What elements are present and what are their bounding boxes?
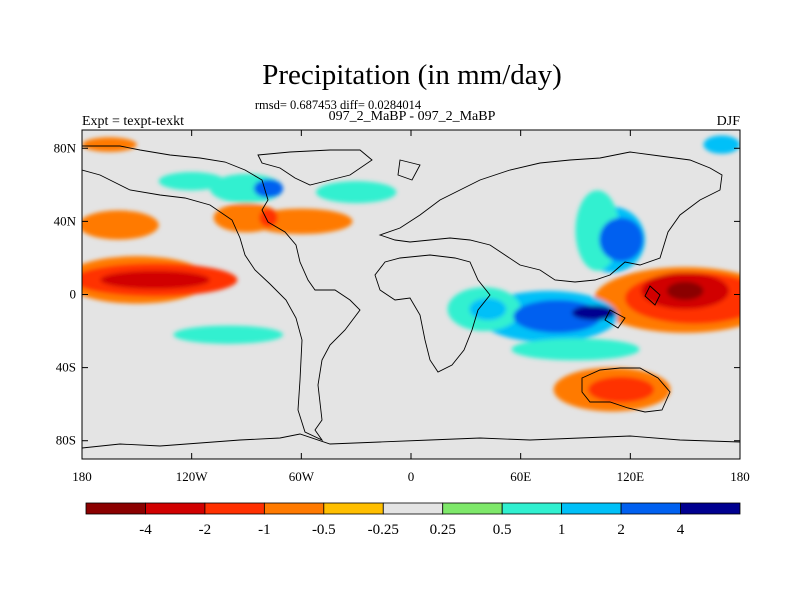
x-tick-label: 60E — [510, 469, 531, 484]
y-tick-label: 40N — [54, 213, 77, 228]
x-tick-label: 120E — [617, 469, 645, 484]
colorbar-swatch — [323, 502, 384, 515]
x-tick-label: 180 — [72, 469, 92, 484]
anomaly-region — [82, 210, 159, 240]
colorbar-swatch — [204, 502, 265, 515]
colorbar-label: -2 — [199, 522, 212, 538]
season-label: DJF — [717, 114, 741, 129]
stats-line: rmsd= 0.687453 diff= 0.0284014 — [255, 98, 422, 112]
colorbar-swatch — [561, 502, 622, 515]
anomaly-regions — [82, 135, 740, 412]
anomaly-region — [253, 179, 284, 198]
colorbar-label: 4 — [677, 522, 685, 538]
anomaly-region — [100, 270, 210, 290]
anomaly-region — [82, 137, 137, 152]
colorbar-label: -0.25 — [368, 522, 399, 538]
colorbar-swatch — [145, 502, 206, 515]
colorbar-swatch — [442, 502, 503, 515]
figure-title: Precipitation (in mm/day) — [262, 59, 562, 91]
x-tick-label: 180 — [730, 469, 750, 484]
colorbar-swatch — [382, 502, 444, 515]
x-tick-label: 0 — [408, 469, 415, 484]
colorbar-swatch — [501, 502, 563, 515]
y-tick-label: 80N — [54, 140, 77, 155]
latitude-axis: 80N 40N 0 40S 80S — [54, 140, 740, 448]
anomaly-region — [666, 281, 704, 300]
anomaly-region — [571, 305, 616, 321]
anomaly-region — [511, 338, 640, 361]
colorbar-label: -1 — [258, 522, 271, 538]
x-tick-label: 120W — [176, 469, 209, 484]
anomaly-region — [259, 208, 278, 227]
anomaly-region — [469, 298, 507, 321]
colorbar-label: 0.25 — [430, 522, 456, 538]
anomaly-region — [588, 376, 655, 403]
y-tick-label: 80S — [56, 433, 76, 448]
anomaly-region — [599, 217, 644, 262]
x-tick-label: 60W — [289, 469, 315, 484]
colorbar-swatch — [620, 502, 681, 515]
colorbar: -4 -2 -1 -0.5 -0.25 0.25 0.5 1 2 4 — [85, 502, 741, 538]
colorbar-label: -0.5 — [312, 522, 336, 538]
anomaly-region — [158, 172, 225, 191]
experiment-label: Expt = texpt-texkt — [82, 114, 184, 129]
y-tick-label: 40S — [56, 360, 76, 375]
colorbar-swatch — [263, 502, 325, 515]
longitude-axis: 180 120W 60W 0 60E 120E 180 — [72, 130, 750, 484]
coastlines — [82, 145, 740, 449]
anomaly-region — [315, 181, 397, 204]
colorbar-swatch — [680, 502, 741, 515]
colorbar-label: -4 — [139, 522, 152, 538]
figure-subtitle: 097_2_MaBP - 097_2_MaBP — [329, 109, 496, 124]
anomaly-region — [703, 135, 740, 154]
colorbar-label: 1 — [558, 522, 566, 538]
colorbar-label: 2 — [617, 522, 625, 538]
colorbar-label: 0.5 — [493, 522, 512, 538]
anomaly-region — [173, 325, 284, 344]
y-tick-label: 0 — [70, 287, 77, 302]
colorbar-swatch — [85, 502, 146, 515]
